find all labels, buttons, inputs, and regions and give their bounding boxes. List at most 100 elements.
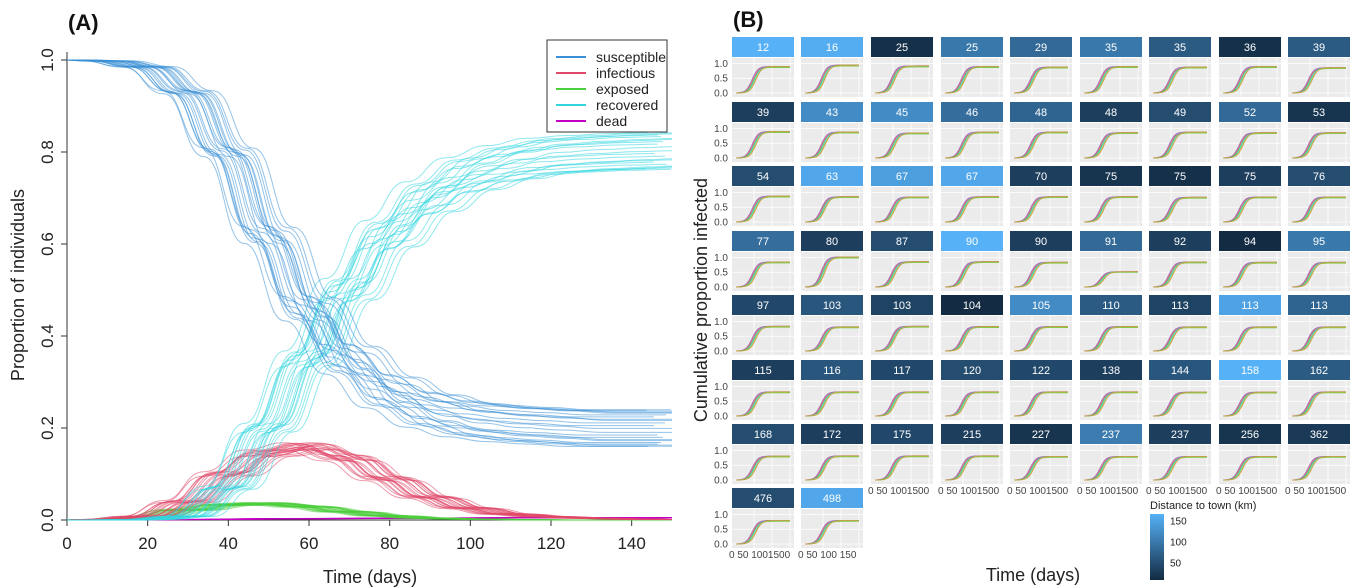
series-line-susceptible [85,59,672,414]
facet-panel: 39 0.0 0.5 1.0 [714,102,794,165]
facet-panel: 46 [941,102,1003,162]
facet-panel: 29 [1010,37,1072,97]
facet-strip [1219,166,1281,186]
facet-panel: 476 0.0 0.5 1.0 [714,488,794,551]
facet-y-tick-label: 1.0 [714,124,728,135]
facet-curve [1083,65,1138,94]
facet-panel: 215 [941,424,1003,484]
facet-plot-area [1288,316,1350,355]
facet-curve [1013,326,1068,352]
legend-label-exposed: exposed [596,81,649,97]
facet-strip [801,424,863,444]
facet-strip [801,231,863,251]
facet-panel: 122 [1010,360,1072,420]
facet-plot-area [801,58,863,97]
facet-plot-area [1219,381,1281,420]
facet-strip [801,37,863,57]
x-tick-label: 120 [537,534,565,553]
facet-panel: 103 [801,295,863,355]
facet-plot-area [1219,187,1281,226]
facet-curve [1152,391,1207,417]
facet-x-tick-labels: 0 50 1001500 [1146,486,1208,497]
facet-plot-area [1010,381,1072,420]
facet-curve [804,256,859,288]
facet-plot-area [871,381,933,420]
facet-panel: 54 0.0 0.5 1.0 [714,166,794,229]
facet-curve [874,455,929,481]
facet-y-tick-label: 1.0 [714,510,728,521]
facet-strip-label: 45 [896,107,908,119]
facet-x-tick-labels: 0 50 1001500 [868,486,930,497]
series-line-susceptible [66,59,666,424]
facet-strip-label: 113 [1241,300,1259,312]
series-line-susceptible [67,59,672,447]
series-line-recovered [67,136,661,521]
facet-panel: 115 0.0 0.5 1.0 [714,360,794,423]
facet-curve [1291,326,1346,352]
facet-strip [871,360,933,380]
facet-strip [941,424,1003,444]
facet-strip-label: 97 [757,300,769,312]
facet-panel: 138 [1080,360,1142,420]
facet-strip-label: 90 [1035,236,1047,248]
facet-strip [1080,424,1142,444]
facet-curve [1291,261,1346,288]
series-line-infectious [66,443,661,521]
facet-curve [1152,261,1207,288]
facet-curve [944,131,999,159]
facet-strip [801,166,863,186]
facet-strip [1080,231,1142,251]
series-line-infectious [76,442,673,521]
facet-y-tick-label: 0.5 [714,203,728,214]
facet-plot-area [871,252,933,291]
facet-plot-area [732,123,794,162]
facet-y-tick-label: 0.0 [714,540,728,551]
facet-curve [944,261,999,288]
facet-strip [941,231,1003,251]
facet-strip [871,231,933,251]
facet-curve [735,325,790,352]
facet-curve [1292,455,1346,481]
facet-curve [735,65,790,94]
facet-plot-area [732,187,794,226]
facet-plot-area [801,445,863,484]
facet-strip-label: 16 [826,42,838,54]
facet-curve [874,261,929,288]
facet-y-tick-label: 1.0 [714,59,728,70]
x-tick-label: 20 [138,534,157,553]
facet-plot-area [1288,381,1350,420]
series-line-recovered [83,158,673,521]
facet-plot-area [732,381,794,420]
series-recovered [67,132,673,521]
facet-strip-label: 120 [963,365,981,377]
series-line-susceptible [77,59,672,433]
x-tick-label: 40 [219,534,238,553]
facet-strip-label: 75 [1174,171,1186,183]
series-line-susceptible [66,59,671,411]
facet-strip [1288,360,1350,380]
panel-b-label: (B) [733,7,764,32]
facet-strip-label: 54 [757,171,769,183]
facet-strip-label: 49 [1174,107,1186,119]
facet-curve [735,130,790,159]
facet-y-tick-label: 1.0 [714,317,728,328]
facet-plot-area [732,58,794,97]
facet-panel: 75 [1219,166,1281,226]
facet-strip [1080,295,1142,315]
facet-strip [1219,295,1281,315]
facet-x-tick-labels: 0 50 1001500 [1077,486,1139,497]
facet-panel: 104 [941,295,1003,355]
facet-curve [805,519,859,545]
facet-plot-area [1010,252,1072,291]
facet-curve [874,65,929,94]
facet-x-tick-labels: 0 50 1001500 [729,550,791,561]
facet-strip-label: 168 [754,429,772,441]
facet-strip [1219,360,1281,380]
facet-curve [1153,455,1207,481]
facet-strip [1219,102,1281,122]
facet-curve [1291,391,1346,417]
facet-strip-label: 90 [966,236,978,248]
facet-strip [871,295,933,315]
facet-strip-label: 122 [1032,365,1050,377]
facet-y-tick-label: 0.0 [714,412,728,423]
